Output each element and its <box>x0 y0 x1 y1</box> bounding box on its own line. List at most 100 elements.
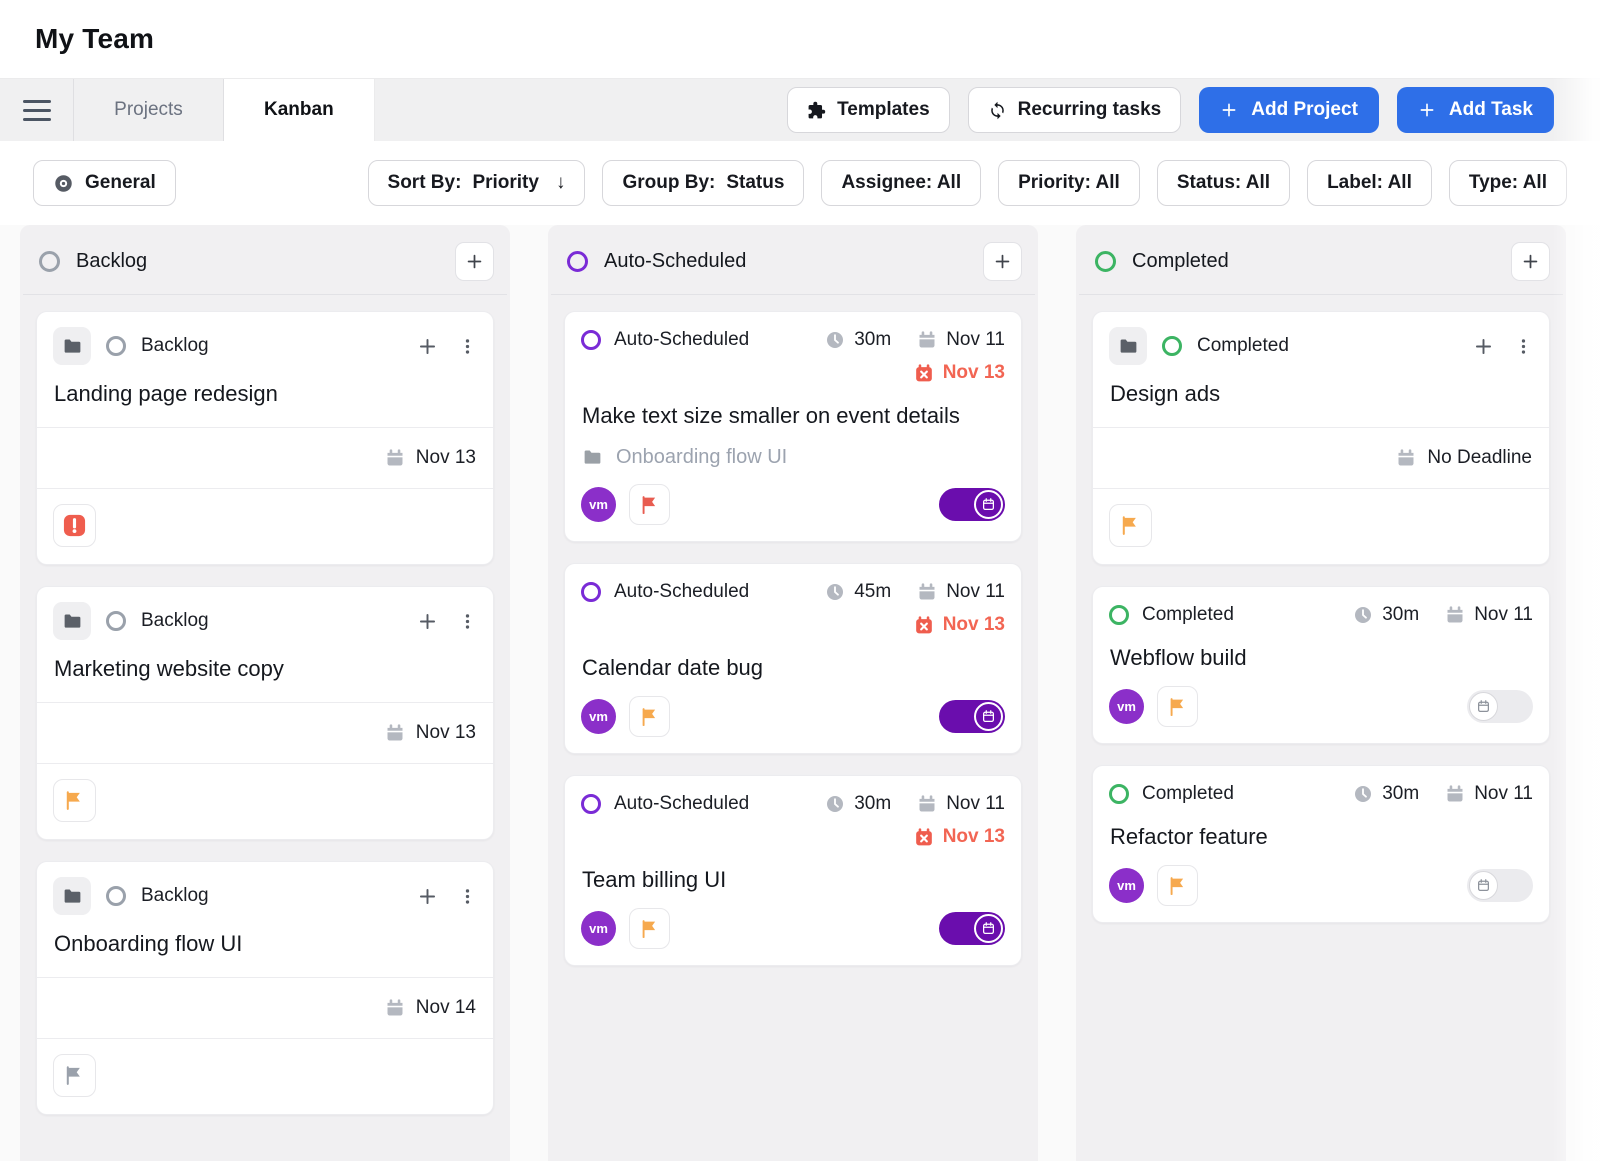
add-task-to-project-icon[interactable] <box>1473 336 1494 357</box>
add-task-to-project-icon[interactable] <box>417 886 438 907</box>
task-card[interactable]: Completed 30m Nov 11 Refactor feature vm <box>1092 765 1550 923</box>
more-menu-icon[interactable] <box>458 612 477 631</box>
avatar[interactable]: vm <box>581 487 616 522</box>
status-circle-icon <box>1095 251 1116 272</box>
folder-icon <box>53 877 91 915</box>
label-filter[interactable]: Label: All <box>1307 160 1432 206</box>
due-date: Nov 13 <box>415 447 476 468</box>
project-card[interactable]: Completed Design ads No Deadline <box>1092 311 1550 565</box>
column-backlog: Backlog Backlog Landing page redesign <box>20 225 510 1161</box>
duration-icon <box>825 330 845 350</box>
flag-icon <box>639 494 661 516</box>
calendar-icon <box>1445 784 1465 804</box>
auto-schedule-toggle[interactable] <box>939 700 1005 733</box>
duration: 30m <box>854 793 892 814</box>
task-card[interactable]: Auto-Scheduled 30m Nov 11 Nov 13 Make te… <box>564 311 1022 542</box>
divider <box>37 977 493 978</box>
more-menu-icon[interactable] <box>458 337 477 356</box>
group-by-selector[interactable]: Group By: Status <box>602 160 805 206</box>
auto-schedule-toggle[interactable] <box>1467 869 1533 902</box>
calendar-icon <box>385 998 405 1018</box>
card-title: Refactor feature <box>1110 824 1268 849</box>
project-card[interactable]: Backlog Marketing website copy Nov 13 <box>36 586 494 840</box>
flag-badge[interactable] <box>629 696 670 737</box>
status-circle-icon <box>581 794 601 814</box>
kanban-board: Backlog Backlog Landing page redesign <box>0 225 1600 1161</box>
priority-filter[interactable]: Priority: All <box>998 160 1140 206</box>
flag-icon <box>63 1064 86 1087</box>
duration-icon <box>825 582 845 602</box>
add-card-button[interactable] <box>455 242 494 281</box>
flag-icon <box>1119 514 1142 537</box>
divider <box>551 294 1035 295</box>
card-title: Make text size smaller on event details <box>582 403 960 428</box>
status-circle-icon <box>106 336 126 356</box>
card-title: Onboarding flow UI <box>54 931 243 956</box>
avatar[interactable]: vm <box>1109 689 1144 724</box>
divider <box>1093 427 1549 428</box>
add-project-button[interactable]: Add Project <box>1199 87 1379 133</box>
recurring-tasks-button[interactable]: Recurring tasks <box>967 87 1182 133</box>
tab-bar: Projects Kanban Templates Recurring task… <box>0 78 1600 141</box>
flag-badge[interactable] <box>629 908 670 949</box>
deadline-missed-icon <box>914 615 934 635</box>
type-filter[interactable]: Type: All <box>1448 160 1567 206</box>
column-header: Auto-Scheduled <box>548 225 1038 294</box>
calendar-icon <box>917 330 937 350</box>
auto-schedule-toggle[interactable] <box>939 488 1005 521</box>
recurring-label: Recurring tasks <box>1017 99 1162 120</box>
card-title: Design ads <box>1110 381 1221 406</box>
avatar[interactable]: vm <box>581 699 616 734</box>
card-title: Marketing website copy <box>54 656 284 681</box>
avatar[interactable]: vm <box>581 911 616 946</box>
status-circle-icon <box>1162 336 1182 356</box>
add-task-button[interactable]: Add Task <box>1396 87 1554 133</box>
group-by-value: Status <box>726 172 785 193</box>
plus-icon <box>1220 101 1238 119</box>
card-title: Team billing UI <box>582 867 727 892</box>
task-card[interactable]: Auto-Scheduled 45m Nov 11 Nov 13 Calenda… <box>564 563 1022 754</box>
plus-icon <box>1418 101 1436 119</box>
sort-by-selector[interactable]: Sort By: Priority ↓ <box>367 160 586 206</box>
scheduled-date: Nov 11 <box>1474 604 1533 625</box>
column-auto-scheduled: Auto-Scheduled Auto-Scheduled 30m Nov 11… <box>548 225 1038 1161</box>
task-card[interactable]: Auto-Scheduled 30m Nov 11 Nov 13 Team bi… <box>564 775 1022 966</box>
duration: 45m <box>854 581 892 602</box>
flag-badge[interactable] <box>1157 865 1198 906</box>
flag-badge[interactable] <box>1157 686 1198 727</box>
recurring-icon <box>988 101 1007 120</box>
tab-kanban[interactable]: Kanban <box>224 79 375 141</box>
calendar-icon <box>917 582 937 602</box>
flag-badge[interactable] <box>53 1054 96 1097</box>
project-card[interactable]: Backlog Onboarding flow UI Nov 14 <box>36 861 494 1115</box>
tab-projects[interactable]: Projects <box>74 79 224 141</box>
flag-badge[interactable] <box>629 484 670 525</box>
task-card[interactable]: Completed 30m Nov 11 Webflow build vm <box>1092 586 1550 744</box>
status-filter[interactable]: Status: All <box>1156 160 1291 206</box>
card-status-label: Completed <box>1142 604 1234 625</box>
priority-high-badge[interactable] <box>53 504 96 547</box>
assignee-filter[interactable]: Assignee: All <box>821 160 982 206</box>
menu-icon[interactable] <box>0 79 74 141</box>
add-card-button[interactable] <box>983 242 1022 281</box>
flag-badge[interactable] <box>53 779 96 822</box>
deadline-date: Nov 13 <box>942 362 1005 383</box>
scheduled-date: Nov 11 <box>946 793 1005 814</box>
divider <box>23 294 507 295</box>
duration-icon <box>1353 605 1373 625</box>
project-card[interactable]: Backlog Landing page redesign Nov 13 <box>36 311 494 565</box>
add-task-to-project-icon[interactable] <box>417 611 438 632</box>
add-card-button[interactable] <box>1511 242 1550 281</box>
card-status-label: Auto-Scheduled <box>614 329 750 350</box>
more-menu-icon[interactable] <box>458 887 477 906</box>
templates-button[interactable]: Templates <box>787 87 950 133</box>
add-task-to-project-icon[interactable] <box>417 336 438 357</box>
column-header: Completed <box>1076 225 1566 294</box>
more-menu-icon[interactable] <box>1514 337 1533 356</box>
auto-schedule-toggle[interactable] <box>1467 690 1533 723</box>
flag-badge[interactable] <box>1109 504 1152 547</box>
view-selector[interactable]: General <box>33 160 176 206</box>
avatar[interactable]: vm <box>1109 868 1144 903</box>
auto-schedule-toggle[interactable] <box>939 912 1005 945</box>
duration: 30m <box>854 329 892 350</box>
